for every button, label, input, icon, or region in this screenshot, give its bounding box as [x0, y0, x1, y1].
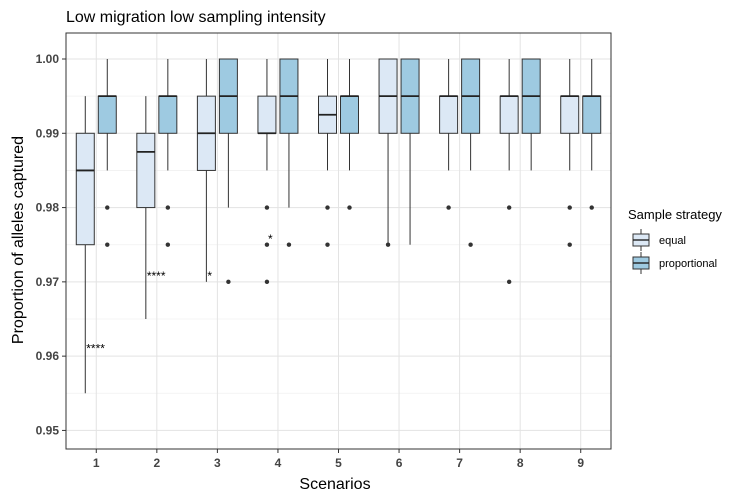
x-tick-label: 3 — [214, 456, 221, 470]
box-body — [340, 95, 359, 134]
box-equal-9 — [560, 59, 580, 247]
outlier-point — [567, 205, 572, 210]
box-equal-3 — [196, 59, 216, 282]
x-tick-label: 7 — [456, 456, 463, 470]
box-proportional-3 — [218, 58, 238, 285]
box-body — [560, 95, 580, 134]
outlier-point — [468, 242, 473, 247]
y-tick-label: 0.99 — [36, 126, 60, 140]
outlier-point — [165, 205, 171, 210]
outlier-point — [506, 205, 512, 210]
outlier-point — [506, 279, 512, 285]
outlier-point — [286, 242, 292, 247]
box-proportional-4 — [279, 58, 299, 247]
box-body — [499, 95, 519, 134]
box-equal-6 — [378, 58, 398, 247]
box-proportional-6 — [400, 58, 420, 245]
box-proportional-1 — [97, 59, 117, 247]
outlier-point — [264, 279, 270, 285]
outlier-point — [325, 205, 330, 210]
box-body — [97, 95, 117, 134]
outlier-point — [446, 205, 451, 210]
outlier-point — [165, 242, 171, 247]
box-body — [136, 132, 156, 209]
legend-label-proportional: proportional — [659, 258, 717, 270]
box-proportional-8 — [521, 58, 541, 171]
y-tick-label: 0.95 — [36, 423, 60, 437]
outlier-point — [105, 242, 110, 247]
box-proportional-5 — [340, 59, 359, 210]
x-axis-title: Scenarios — [299, 476, 370, 493]
outlier-point — [385, 242, 391, 247]
box-proportional-9 — [582, 59, 602, 210]
x-tick-label: 6 — [396, 456, 403, 470]
y-tick-label: 0.98 — [36, 201, 60, 215]
y-tick-label: 1.00 — [36, 52, 60, 66]
x-tick-label: 2 — [153, 456, 160, 470]
box-equal-2 — [136, 96, 156, 319]
chart-title: Low migration low sampling intensity — [66, 9, 326, 26]
outlier-point — [105, 205, 110, 210]
outlier-point — [226, 279, 231, 285]
box-body — [439, 95, 459, 134]
outlier-point — [567, 242, 572, 247]
y-tick-label: 0.97 — [36, 275, 60, 289]
x-tick-label: 8 — [517, 456, 524, 470]
legend-label-equal: equal — [659, 235, 686, 247]
box-equal-1 — [75, 96, 95, 394]
box-body — [257, 95, 277, 134]
plot-area: ******** **0.950.960.970.980.991.001 2 3 4 5 6… — [36, 32, 612, 470]
box-equal-5 — [318, 59, 337, 247]
outlier-point — [264, 242, 270, 247]
outlier-point — [589, 205, 594, 210]
annotation: **** — [86, 342, 105, 356]
y-tick-label: 0.96 — [36, 349, 60, 363]
box-body — [158, 95, 178, 134]
box-equal-4 — [257, 59, 277, 285]
legend-key-equal — [632, 229, 650, 251]
outlier-point — [347, 205, 352, 210]
annotation: * — [268, 232, 273, 246]
box-body — [582, 95, 602, 134]
legend-title: Sample strategy — [628, 207, 722, 222]
x-tick-label: 5 — [335, 456, 342, 470]
box-proportional-2 — [158, 59, 178, 247]
y-axis-title: Proportion of alleles captured — [10, 136, 27, 344]
legend-key-proportional — [632, 252, 650, 274]
x-tick-label: 4 — [275, 456, 282, 470]
outlier-point — [325, 242, 330, 247]
annotation: **** — [147, 269, 166, 283]
box-equal-8 — [499, 59, 519, 285]
x-tick-label: 1 — [93, 456, 100, 470]
x-tick-label: 9 — [577, 456, 584, 470]
box-body — [75, 132, 95, 246]
outlier-point — [264, 205, 270, 210]
box-equal-7 — [439, 59, 459, 210]
legend: Sample strategy equal proportional — [628, 207, 722, 274]
annotation: * — [207, 269, 212, 283]
box-proportional-7 — [461, 58, 481, 247]
